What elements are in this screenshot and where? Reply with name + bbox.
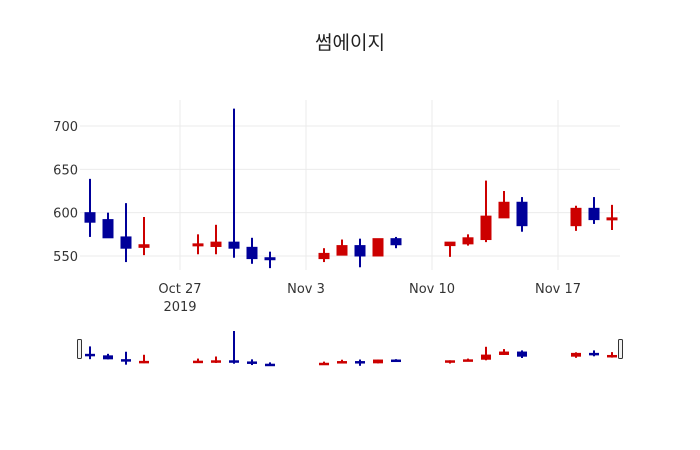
range-slider-left-handle[interactable] [77,339,82,359]
candle-body [390,238,402,246]
candle-body [462,237,474,245]
x-tick-label: Nov 17 [535,282,581,297]
slider-candle-body [391,359,401,363]
slider-candle-body [373,359,383,364]
candles[interactable] [84,108,618,269]
candle[interactable] [516,197,528,232]
x-tick-sublabel: 2019 [163,300,196,315]
candle-body [516,201,528,227]
candle-body [606,217,618,221]
candle[interactable] [498,191,510,219]
slider-candle-body [337,361,347,364]
candle[interactable] [138,217,150,256]
slider-candle-body [103,355,113,360]
candle[interactable] [588,197,600,224]
candle[interactable] [372,238,384,257]
candle-body [480,215,492,241]
candle[interactable] [246,237,258,264]
candle[interactable] [570,205,582,231]
candle-body [372,238,384,257]
y-tick-label: 700 [53,120,78,135]
candle-body [102,219,114,239]
slider-candle-body [247,361,257,364]
slider-candle-body [445,360,455,363]
candle[interactable] [318,248,330,263]
candle-body [210,241,222,247]
candle[interactable] [264,251,276,269]
y-axis: 550 600 650 700 [53,120,78,265]
candle[interactable] [120,203,132,263]
candle-body [228,241,240,249]
candle-body [192,243,204,247]
slider-candle-body [229,360,239,363]
x-tick-label: Nov 3 [287,282,325,297]
slider-candle-body [193,360,203,364]
y-tick-label: 550 [53,250,78,265]
slider-candle-body [265,363,275,367]
slider-candle-body [481,354,491,360]
slider-candle-body [571,352,581,357]
candle[interactable] [228,108,240,258]
candle-body [354,245,366,257]
candle[interactable] [390,236,402,249]
candle-body [246,246,258,260]
candle-body [120,236,132,249]
chart-title: 썸에이지 [315,32,385,54]
candle-body [444,241,456,247]
gridlines [80,100,620,270]
candle-body [318,252,330,260]
slider-candle-body [499,351,509,355]
slider-candle-body [319,362,329,366]
range-slider-right-handle[interactable] [618,339,623,359]
x-tick-label: Oct 27 [158,282,201,297]
candle[interactable] [606,204,618,230]
candle[interactable] [192,234,204,255]
candle[interactable] [444,241,456,257]
candle-body [588,207,600,221]
y-tick-label: 600 [53,207,78,222]
range-slider[interactable] [77,331,623,367]
candle-body [84,212,96,223]
candle-body [336,245,348,256]
range-slider-bg [80,331,620,366]
candle[interactable] [336,239,348,256]
slider-candle-body [517,351,527,357]
candle-body [264,257,276,261]
x-axis: Oct 27 2019 Nov 3 Nov 10 Nov 17 [158,282,581,315]
candle-body [498,201,510,219]
slider-candle-body [607,354,617,358]
slider-candle-body [355,361,365,364]
y-tick-label: 650 [53,163,78,178]
x-tick-label: Nov 10 [409,282,455,297]
candle-body [570,207,582,227]
slider-candle-body [121,359,131,362]
slider-candle-body [139,360,149,364]
candle[interactable] [480,180,492,243]
candle[interactable] [210,224,222,255]
slider-candle-body [211,360,221,363]
candle[interactable] [354,238,366,268]
candle-body [138,244,150,248]
slider-candle-body [463,359,473,362]
candle[interactable] [102,212,114,239]
slider-candle-body [589,352,599,356]
slider-candle-body [85,353,95,357]
candle[interactable] [84,178,96,237]
candle[interactable] [462,234,474,246]
